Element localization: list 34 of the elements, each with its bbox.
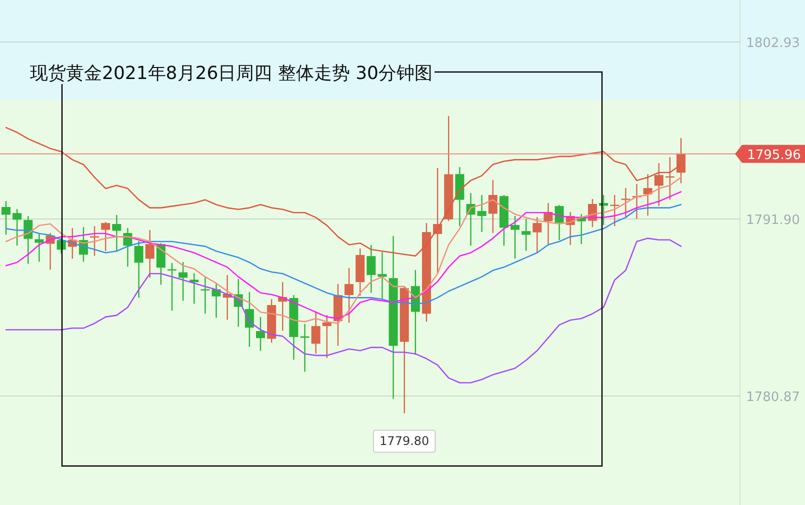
candlestick: [190, 272, 199, 304]
candlestick: [378, 252, 387, 300]
candlestick: [344, 267, 354, 324]
y-tick-label: 1802.93: [746, 36, 800, 52]
candlestick: [311, 312, 320, 354]
candlestick: [654, 162, 664, 207]
line-series: [5, 238, 682, 384]
y-tick-label: 1791.90: [746, 213, 800, 228]
ref-line-label: 1795.96: [747, 148, 801, 163]
y-tick-label: 1780.87: [746, 390, 800, 406]
text: 现货黄金2021年8月26日周四 整体走势 30分钟图: [30, 63, 433, 84]
candlestick: [256, 316, 266, 352]
annotation: 1779.80: [380, 434, 430, 448]
candlestick: [522, 218, 531, 252]
candlestick: [488, 179, 498, 234]
candlestick: [12, 208, 22, 246]
candlestick: [676, 137, 686, 184]
line-series: [5, 204, 682, 305]
candlestick: [134, 240, 144, 298]
candlestick: [2, 200, 10, 236]
candlestick: [366, 244, 376, 294]
candlestick: [477, 194, 486, 233]
candlestick: [554, 204, 564, 241]
candlestick: [34, 232, 44, 262]
candlestick: [621, 187, 630, 219]
candlestick: [112, 214, 122, 252]
candlestick: [145, 230, 154, 278]
candlestick: [300, 323, 310, 372]
candlestick: [322, 314, 332, 359]
candlestick: [532, 216, 542, 254]
candlestick: [643, 174, 652, 216]
candlestick: [178, 261, 188, 302]
candlestick: [101, 221, 110, 252]
candlestick: [510, 215, 520, 260]
